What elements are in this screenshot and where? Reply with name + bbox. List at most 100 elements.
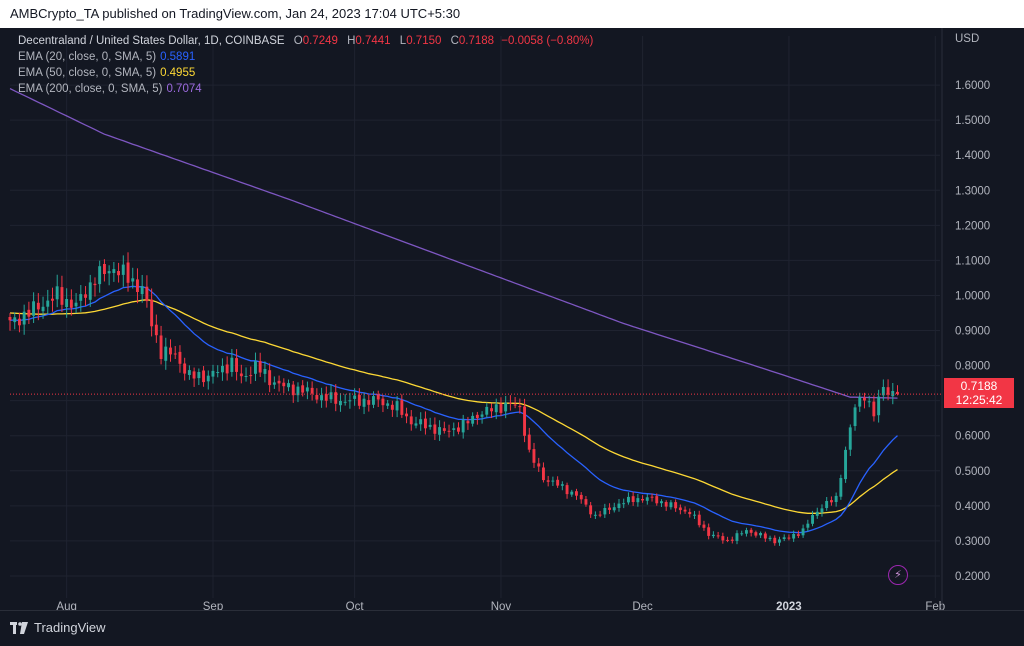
candle-body [499,403,503,413]
high-key: H [347,35,356,47]
candle [230,348,234,377]
candle [504,395,508,419]
candle [759,531,762,539]
ema200-label: EMA (200, close, 0, SMA, 5) [18,83,163,95]
candle [268,363,272,393]
candle-body [745,530,748,534]
candle [778,536,781,546]
candle-body [98,266,102,285]
change-value: −0.0058 (−0.80%) [501,35,594,47]
candle-body [13,317,17,323]
candle [896,385,899,396]
candle-body [759,533,762,536]
candle [655,493,659,506]
candle-body [353,395,357,399]
candle-body [778,539,781,543]
candle-body [249,375,253,377]
candle-body [664,502,668,507]
candle-body [41,306,45,312]
candle-body [815,511,819,516]
candle-body [471,415,475,424]
candle-body [310,387,314,394]
candle [84,286,87,306]
candle-body [820,508,824,513]
candle-body [88,282,92,300]
candle [315,388,319,404]
candle [650,493,654,502]
candle-body [608,507,611,510]
y-tick-label: 0.6000 [955,431,990,443]
candle-body [551,480,555,482]
candle [145,275,149,308]
candle-body [660,501,663,504]
chart-area[interactable]: USD 1.6000 1.5000 1.4000 1.3000 1.2000 1.1000 1… [0,28,1024,610]
candle-body [612,507,616,511]
candle [466,416,470,430]
x-tick-label: Feb [925,601,945,610]
candle [22,304,26,335]
candle-body [754,532,758,536]
candle-body [372,396,375,405]
ema20-legend[interactable]: EMA (20, close, 0, SMA, 5) 0.5891 [18,49,593,65]
candle-body [343,401,347,403]
candle [523,398,526,443]
candle-body [839,478,843,497]
y-tick-label: 1.4000 [955,150,990,162]
candle [801,524,805,538]
candle-body [339,401,342,406]
candle-body [211,370,215,377]
ema200-legend[interactable]: EMA (200, close, 0, SMA, 5) 0.7074 [18,81,593,97]
candle [494,398,498,420]
candle [192,367,196,387]
ema20-value: 0.5891 [160,51,196,63]
candle-body [381,398,385,406]
candle-body [169,347,172,355]
candle [348,392,352,409]
y-tick-label: 0.9000 [955,326,990,338]
candle-body [603,508,607,515]
candle [117,262,120,283]
candle-body [409,416,413,425]
candle-body [428,424,432,427]
candle [98,260,102,293]
candle-body [154,324,158,336]
candle [287,379,290,392]
candle-body [103,264,106,274]
candle [381,395,385,413]
candle [121,255,125,287]
candle-body [225,364,229,374]
candle [438,420,441,441]
candle-body [801,528,805,536]
tradingview-logo[interactable]: TradingView [10,620,106,635]
candle [296,382,300,403]
candle [258,352,262,377]
candle-body [485,406,489,415]
candle [13,312,17,330]
candle-body [584,499,588,505]
candle-body [277,380,281,384]
candle [749,527,753,537]
candle-body [466,421,470,424]
candle-body [782,537,786,539]
candle [811,510,814,527]
candle [390,400,394,417]
ema50-legend[interactable]: EMA (50, close, 0, SMA, 5) 0.4955 [18,65,593,81]
lightning-icon[interactable]: ⚡ [888,565,908,585]
price-chart[interactable]: USD 1.6000 1.5000 1.4000 1.3000 1.2000 1.1000 1… [0,28,1024,610]
candle-body [593,514,597,516]
candle [603,503,607,518]
candle [560,481,564,491]
y-tick-label: 1.1000 [955,255,990,267]
chart-legend: Decentraland / United States Dollar, 1D,… [18,33,593,97]
candle-body [792,534,796,539]
candle [787,534,791,541]
x-tick-label: Sep [203,601,223,610]
candle-body [811,515,814,524]
candle [485,402,489,418]
candle [881,379,885,401]
candle-body [617,503,621,508]
last-price-value: 0.7188 [960,379,998,393]
candle [107,265,111,286]
ema50-value: 0.4955 [160,67,196,79]
candle [773,535,777,546]
